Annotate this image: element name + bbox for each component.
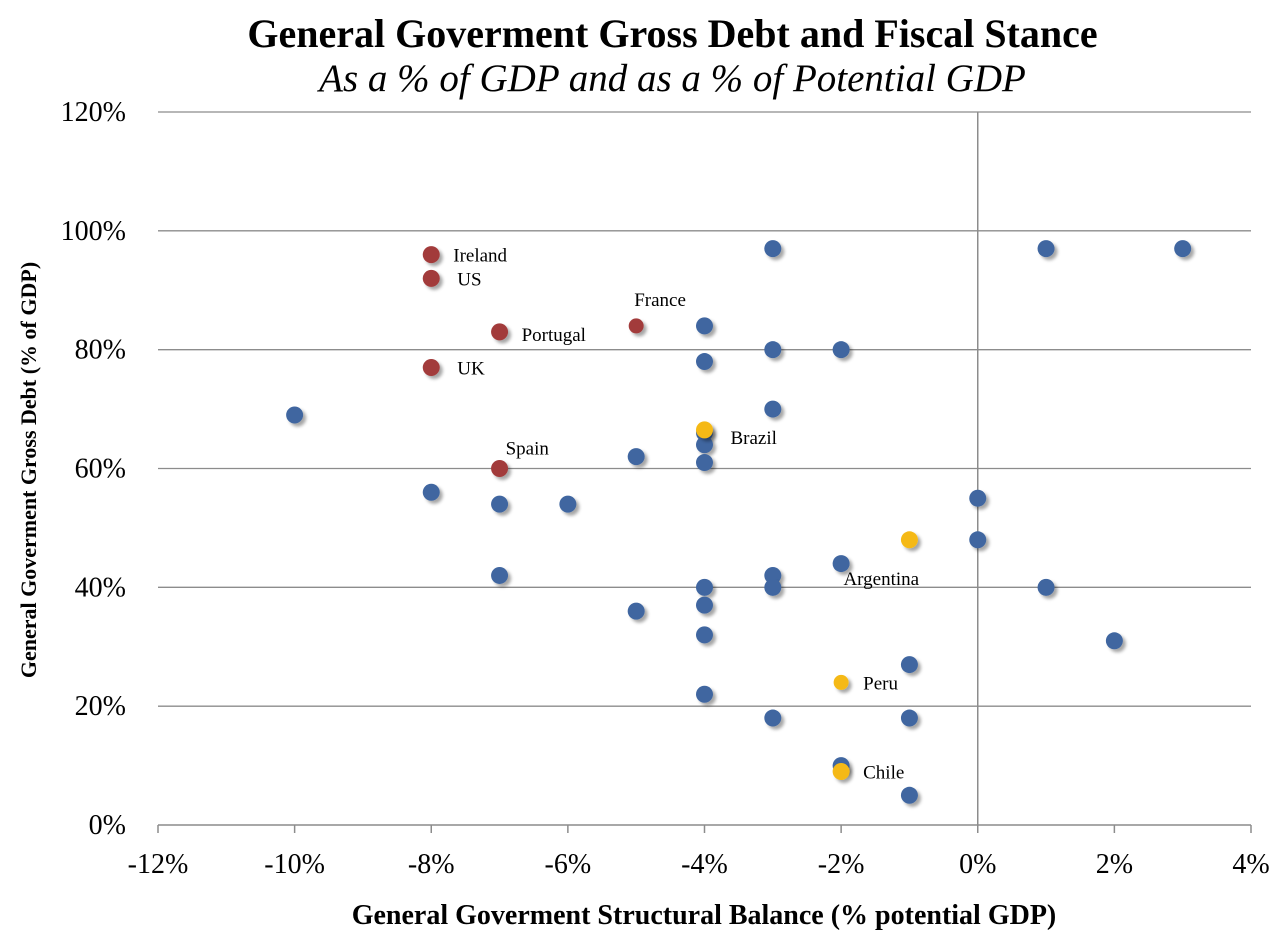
data-point-other <box>1105 632 1123 650</box>
x-tick-label: 4% <box>1232 849 1269 880</box>
y-tick-label: 120% <box>61 97 126 128</box>
point-label-ireland: Ireland <box>453 246 507 267</box>
x-axis-title: General Goverment Structural Balance (% … <box>352 900 1057 930</box>
point-label-spain: Spain <box>506 439 550 460</box>
data-point-advanced <box>491 460 509 477</box>
x-tick-label: -8% <box>408 849 455 880</box>
data-point-advanced <box>422 358 440 376</box>
data-point-other <box>696 317 713 335</box>
data-point-other <box>900 709 918 727</box>
data-point-other <box>900 656 918 674</box>
data-point-advanced <box>491 323 509 341</box>
point-label-france: France <box>634 290 686 311</box>
y-tick-label: 100% <box>61 216 126 247</box>
data-point-other <box>422 483 440 501</box>
x-tick-label: 0% <box>959 849 996 880</box>
data-point-advanced <box>422 246 440 264</box>
data-point-other <box>764 709 782 727</box>
data-point-other <box>900 786 918 804</box>
point-label-brazil: Brazil <box>731 428 777 449</box>
data-point-other <box>1037 240 1055 258</box>
data-point-other <box>764 578 782 596</box>
data-point-latam <box>900 531 918 549</box>
point-label-argentina: Argentina <box>843 569 919 590</box>
data-point-other <box>627 448 645 466</box>
data-point-other <box>696 685 713 703</box>
data-point-advanced <box>628 318 644 334</box>
x-tick-label: 2% <box>1096 849 1133 880</box>
data-point-other <box>1174 240 1192 258</box>
data-point-other <box>696 626 713 644</box>
data-point-other <box>832 341 850 359</box>
data-point-other <box>627 602 645 620</box>
data-point-other <box>696 596 713 614</box>
data-point-other <box>696 454 713 472</box>
y-tick-label: 80% <box>75 335 126 366</box>
x-tick-label: -4% <box>681 849 728 880</box>
chart-subtitle: As a % of GDP and as a % of Potential GD… <box>319 57 1026 100</box>
point-label-chile: Chile <box>863 763 904 784</box>
y-tick-label: 40% <box>75 572 126 603</box>
data-point-other <box>764 341 782 359</box>
point-label-portugal: Portugal <box>522 325 586 346</box>
data-point-other <box>764 240 782 258</box>
data-point-latam <box>832 763 850 781</box>
data-point-other <box>491 495 509 513</box>
x-tick-label: -2% <box>818 849 865 880</box>
y-tick-label: 60% <box>75 454 126 485</box>
data-point-latam <box>833 674 849 690</box>
y-tick-label: 0% <box>89 810 126 841</box>
data-point-other <box>696 578 713 596</box>
data-point-other <box>969 489 987 507</box>
x-tick-label: -12% <box>128 849 189 880</box>
data-point-advanced <box>422 269 440 287</box>
data-point-other <box>1037 578 1055 596</box>
points-layer <box>286 240 1192 804</box>
data-point-other <box>491 566 509 584</box>
x-tick-label: -10% <box>264 849 325 880</box>
data-point-latam <box>696 421 713 439</box>
axis-layer: -12% -10% -8% -6% -4% -2% 0% 2% 4% 0% 20% 40% 60% 80%… <box>61 97 1270 880</box>
data-point-other <box>832 555 850 573</box>
data-point-other <box>764 566 782 584</box>
data-point-other <box>286 406 304 424</box>
point-label-peru: Peru <box>863 673 898 694</box>
data-point-other <box>696 353 713 371</box>
grid-layer <box>158 111 1251 707</box>
y-tick-label: 20% <box>75 691 126 722</box>
x-tick-label: -6% <box>545 849 592 880</box>
point-label-us: US <box>457 269 481 290</box>
data-point-other <box>969 531 987 549</box>
data-point-other <box>559 495 577 513</box>
data-point-other <box>764 400 782 418</box>
y-axis-title: General Goverment Gross Debt (% of GDP) <box>16 262 41 678</box>
chart-title: General Goverment Gross Debt and Fiscal … <box>247 11 1098 56</box>
data-point-other <box>696 436 713 454</box>
point-label-uk: UK <box>457 358 485 379</box>
